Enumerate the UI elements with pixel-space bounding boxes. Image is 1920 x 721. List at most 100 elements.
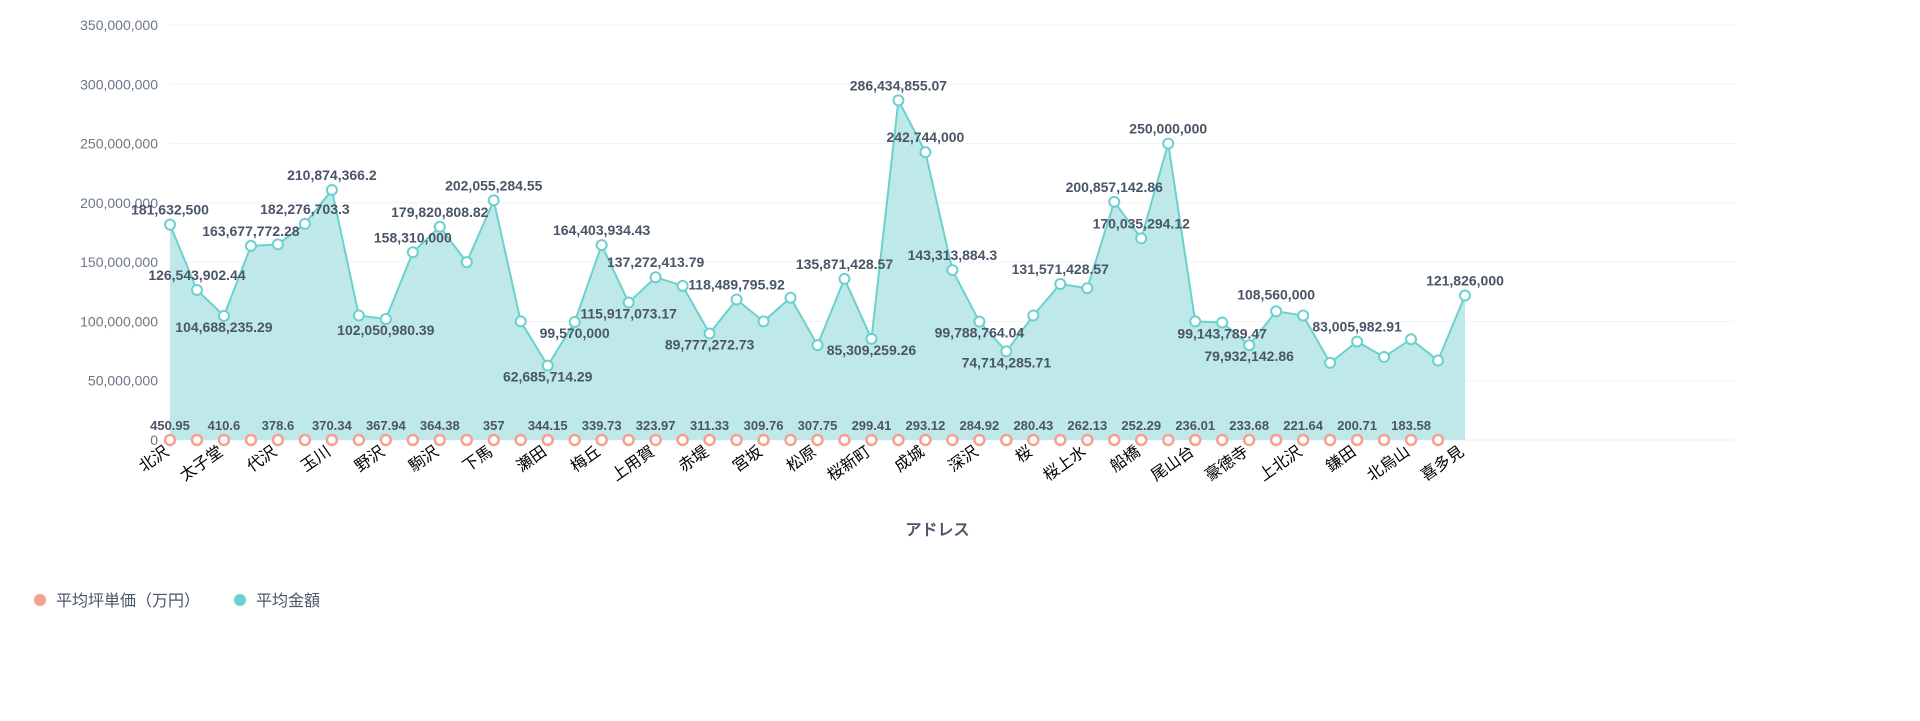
- unit-price-point[interactable]: [597, 435, 607, 445]
- x-category-label: 船橋: [1107, 443, 1144, 476]
- unit-price-point[interactable]: [570, 435, 580, 445]
- unit-price-point[interactable]: [489, 435, 499, 445]
- avg-amount-point[interactable]: [408, 247, 418, 257]
- unit-price-point[interactable]: [1406, 435, 1416, 445]
- avg-amount-point[interactable]: [1163, 139, 1173, 149]
- avg-amount-point[interactable]: [732, 295, 742, 305]
- avg-amount-point[interactable]: [920, 147, 930, 157]
- unit-price-point[interactable]: [354, 435, 364, 445]
- unit-price-point[interactable]: [1271, 435, 1281, 445]
- avg-amount-point[interactable]: [462, 257, 472, 267]
- unit-price-point[interactable]: [893, 435, 903, 445]
- avg-amount-point[interactable]: [327, 185, 337, 195]
- unit-price-point[interactable]: [1136, 435, 1146, 445]
- unit-price-point[interactable]: [1028, 435, 1038, 445]
- unit-price-point[interactable]: [651, 435, 661, 445]
- unit-price-point[interactable]: [1433, 435, 1443, 445]
- unit-price-point[interactable]: [732, 435, 742, 445]
- unit-price-point[interactable]: [974, 435, 984, 445]
- avg-amount-point[interactable]: [651, 272, 661, 282]
- avg-amount-point[interactable]: [786, 293, 796, 303]
- avg-amount-point[interactable]: [1460, 291, 1470, 301]
- avg-amount-point[interactable]: [759, 316, 769, 326]
- x-category-label: 野沢: [352, 443, 389, 476]
- avg-amount-point[interactable]: [1325, 358, 1335, 368]
- avg-amount-point[interactable]: [192, 285, 202, 295]
- unit-price-point[interactable]: [1001, 435, 1011, 445]
- avg-amount-point[interactable]: [1406, 334, 1416, 344]
- avg-amount-point[interactable]: [597, 240, 607, 250]
- avg-amount-point[interactable]: [354, 311, 364, 321]
- avg-amount-point[interactable]: [1136, 233, 1146, 243]
- unit-price-point[interactable]: [192, 435, 202, 445]
- avg-amount-point[interactable]: [678, 281, 688, 291]
- avg-amount-data-label: 181,632,500: [131, 202, 209, 218]
- unit-price-point[interactable]: [408, 435, 418, 445]
- unit-price-point[interactable]: [1325, 435, 1335, 445]
- avg-amount-point[interactable]: [1055, 279, 1065, 289]
- avg-amount-point[interactable]: [1379, 352, 1389, 362]
- unit-price-point[interactable]: [759, 435, 769, 445]
- legend-marker-unit-price: [34, 594, 46, 606]
- avg-amount-point[interactable]: [1082, 283, 1092, 293]
- avg-amount-point[interactable]: [1271, 306, 1281, 316]
- avg-amount-data-label: 158,310,000: [374, 229, 452, 245]
- unit-price-point[interactable]: [705, 435, 715, 445]
- unit-price-point[interactable]: [246, 435, 256, 445]
- unit-price-point[interactable]: [624, 435, 634, 445]
- unit-price-point[interactable]: [273, 435, 283, 445]
- unit-price-point[interactable]: [462, 435, 472, 445]
- avg-amount-point[interactable]: [1109, 197, 1119, 207]
- unit-price-point[interactable]: [516, 435, 526, 445]
- avg-amount-point[interactable]: [1352, 337, 1362, 347]
- unit-price-point[interactable]: [300, 435, 310, 445]
- unit-price-point[interactable]: [1055, 435, 1065, 445]
- avg-amount-data-label: 131,571,428.57: [1012, 261, 1110, 277]
- unit-price-point[interactable]: [1244, 435, 1254, 445]
- avg-amount-point[interactable]: [489, 195, 499, 205]
- unit-price-point[interactable]: [1352, 435, 1362, 445]
- unit-price-point[interactable]: [1163, 435, 1173, 445]
- unit-price-point[interactable]: [920, 435, 930, 445]
- unit-price-point[interactable]: [1217, 435, 1227, 445]
- unit-price-point[interactable]: [165, 435, 175, 445]
- unit-price-point[interactable]: [1298, 435, 1308, 445]
- unit-price-data-label: 339.73: [582, 418, 622, 433]
- avg-amount-point[interactable]: [165, 220, 175, 230]
- avg-amount-point[interactable]: [516, 316, 526, 326]
- unit-price-data-label: 299.41: [852, 418, 892, 433]
- unit-price-point[interactable]: [786, 435, 796, 445]
- unit-price-point[interactable]: [435, 435, 445, 445]
- unit-price-point[interactable]: [1190, 435, 1200, 445]
- avg-amount-point[interactable]: [246, 241, 256, 251]
- unit-price-point[interactable]: [327, 435, 337, 445]
- unit-price-data-label: 364.38: [420, 418, 460, 433]
- avg-amount-point[interactable]: [947, 265, 957, 275]
- avg-amount-data-label: 135,871,428.57: [796, 256, 894, 272]
- unit-price-point[interactable]: [1082, 435, 1092, 445]
- unit-price-point[interactable]: [866, 435, 876, 445]
- unit-price-data-label: 236.01: [1175, 418, 1215, 433]
- unit-price-point[interactable]: [1109, 435, 1119, 445]
- avg-amount-point[interactable]: [839, 274, 849, 284]
- y-tick-label: 300,000,000: [80, 76, 158, 92]
- avg-amount-point[interactable]: [1433, 356, 1443, 366]
- unit-price-point[interactable]: [381, 435, 391, 445]
- avg-amount-point[interactable]: [1298, 311, 1308, 321]
- unit-price-point[interactable]: [813, 435, 823, 445]
- unit-price-point[interactable]: [678, 435, 688, 445]
- avg-amount-point[interactable]: [893, 95, 903, 105]
- unit-price-data-label: 367.94: [366, 418, 407, 433]
- unit-price-point[interactable]: [1379, 435, 1389, 445]
- avg-amount-point[interactable]: [813, 340, 823, 350]
- avg-amount-point[interactable]: [1028, 311, 1038, 321]
- unit-price-point[interactable]: [219, 435, 229, 445]
- avg-amount-point[interactable]: [300, 219, 310, 229]
- avg-amount-data-label: 89,777,272.73: [665, 337, 755, 353]
- unit-price-point[interactable]: [839, 435, 849, 445]
- unit-price-data-label: 307.75: [798, 418, 838, 433]
- unit-price-point[interactable]: [543, 435, 553, 445]
- unit-price-point[interactable]: [947, 435, 957, 445]
- avg-amount-data-label: 250,000,000: [1129, 121, 1207, 137]
- avg-amount-point[interactable]: [273, 239, 283, 249]
